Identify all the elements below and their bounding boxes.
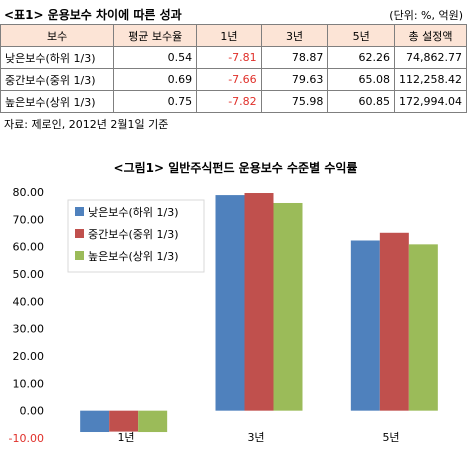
row-label: 낮은보수(하위 1/3) (0, 46, 115, 69)
legend-swatch (75, 207, 84, 216)
table-unit: (단위: %, 억원) (389, 9, 463, 22)
header-fee: 보수 (0, 24, 115, 47)
y-tick-label: 60.00 (13, 241, 45, 254)
y-tick-label: 0.00 (20, 405, 45, 418)
cell-1y: -7.66 (196, 68, 262, 91)
y-tick-label: 20.00 (13, 350, 45, 363)
fund-performance-table: 보수 평균 보수율 1년 3년 5년 총 설정액 낮은보수(하위 1/3) 0.… (0, 24, 467, 113)
bar-group (80, 193, 438, 433)
legend-entry: 중간보수(중위 1/3) (88, 228, 179, 241)
cell-avg-fee: 0.75 (113, 90, 198, 113)
bar (215, 195, 245, 411)
cell-5y: 62.26 (327, 46, 396, 69)
y-axis-ticks: 80.00 70.00 60.00 50.00 40.00 30.00 20.00 10.00… (9, 186, 44, 445)
legend-swatch (75, 251, 84, 260)
y-tick-label: 40.00 (13, 295, 45, 308)
bar (138, 410, 168, 433)
bar (408, 244, 438, 411)
cell-3y: 75.98 (260, 90, 329, 113)
y-tick-label: -10.00 (9, 432, 44, 445)
bar (379, 232, 409, 411)
table-header-row: 보수 평균 보수율 1년 3년 5년 총 설정액 (0, 24, 467, 47)
y-tick-label: 30.00 (13, 323, 45, 336)
bar (350, 240, 380, 411)
header-5y: 5년 (327, 24, 396, 47)
table-row: 높은보수(상위 1/3) 0.75 -7.82 75.98 60.85 172,… (0, 90, 467, 113)
source-note: 자료: 제로인, 2012년 2월1일 기준 (4, 118, 169, 131)
cell-5y: 60.85 (327, 90, 396, 113)
y-tick-label: 70.00 (13, 213, 45, 226)
y-tick-label: 50.00 (13, 268, 45, 281)
bar (109, 410, 139, 432)
row-label: 높은보수(상위 1/3) (0, 90, 115, 113)
cell-1y: -7.82 (196, 90, 262, 113)
cell-total: 172,994.04 (394, 90, 467, 113)
legend: 낮은보수(하위 1/3) 중간보수(중위 1/3) 높은보수(상위 1/3) (67, 199, 205, 273)
table-title: <표1> 운용보수 차이에 따른 성과 (4, 8, 182, 22)
bar (244, 193, 274, 411)
cell-total: 74,862.77 (394, 46, 467, 69)
legend-swatch (75, 229, 84, 238)
bar (80, 410, 110, 433)
header-total-amount: 총 설정액 (394, 24, 467, 47)
bar (273, 202, 303, 411)
legend-frame (67, 199, 205, 273)
header-avg-fee-rate: 평균 보수율 (113, 24, 198, 47)
x-tick-label: 5년 (382, 431, 399, 444)
legend-entry: 높은보수(상위 1/3) (88, 250, 179, 263)
y-tick-label: 80.00 (13, 186, 45, 199)
y-tick-label: 10.00 (13, 377, 45, 390)
x-tick-label: 1년 (117, 431, 134, 444)
chart-title: <그림1> 일반주식펀드 운용보수 수준별 수익률 (113, 161, 358, 175)
cell-1y: -7.81 (196, 46, 262, 69)
x-axis-ticks: 1년 3년 5년 (117, 431, 399, 444)
header-1y: 1년 (196, 24, 262, 47)
cell-avg-fee: 0.69 (113, 68, 198, 91)
legend-entry: 낮은보수(하위 1/3) (88, 205, 179, 219)
x-tick-label: 3년 (247, 431, 264, 444)
